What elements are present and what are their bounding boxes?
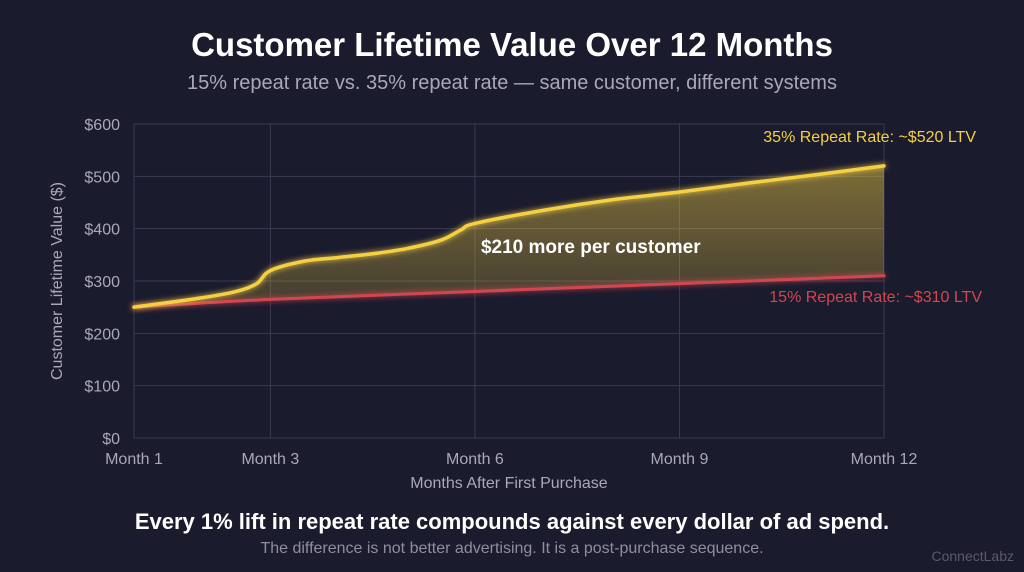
grid-lines <box>133 123 885 439</box>
gap-area <box>134 165 884 308</box>
y-axis-title: Customer Lifetime Value ($) <box>49 182 66 380</box>
y-tick-label: $500 <box>84 169 120 186</box>
y-tick-label: $600 <box>84 117 120 134</box>
footer-subline: The difference is not better advertising… <box>260 540 764 557</box>
series-label-35-percent: 35% Repeat Rate: ~$520 LTV <box>763 129 976 146</box>
brand-watermark: ConnectLabz <box>931 548 1014 564</box>
gap-annotation: $210 more per customer <box>481 237 701 258</box>
y-tick-label: $400 <box>84 222 120 239</box>
series-label-15-percent: 15% Repeat Rate: ~$310 LTV <box>769 289 982 306</box>
gap-area-layer <box>134 165 884 308</box>
x-tick-label: Month 1 <box>105 451 163 468</box>
axes: $0 $100 $200 $300 $400 $500 $600 Month 1 Month 3… <box>49 117 917 492</box>
chart-title: Customer Lifetime Value Over 12 Months <box>191 26 833 63</box>
y-tick-label: $300 <box>84 274 120 291</box>
footer-headline: Every 1% lift in repeat rate compounds a… <box>134 509 890 534</box>
series-lines <box>132 164 886 309</box>
y-tick-label: $0 <box>102 431 120 448</box>
series-line-35-percent <box>132 164 886 309</box>
y-tick-label: $200 <box>84 326 120 343</box>
x-tick-label: Month 12 <box>851 451 918 468</box>
x-tick-label: Month 3 <box>241 451 299 468</box>
chart-labels: 35% Repeat Rate: ~$520 LTV 15% Repeat Rat… <box>481 129 982 306</box>
x-axis-title: Months After First Purchase <box>410 475 608 492</box>
series-line-15-percent <box>132 274 886 309</box>
chart-subtitle: 15% repeat rate vs. 35% repeat rate — sa… <box>187 72 837 94</box>
x-tick-label: Month 9 <box>651 451 709 468</box>
x-tick-label: Month 6 <box>446 451 504 468</box>
y-tick-label: $100 <box>84 379 120 396</box>
